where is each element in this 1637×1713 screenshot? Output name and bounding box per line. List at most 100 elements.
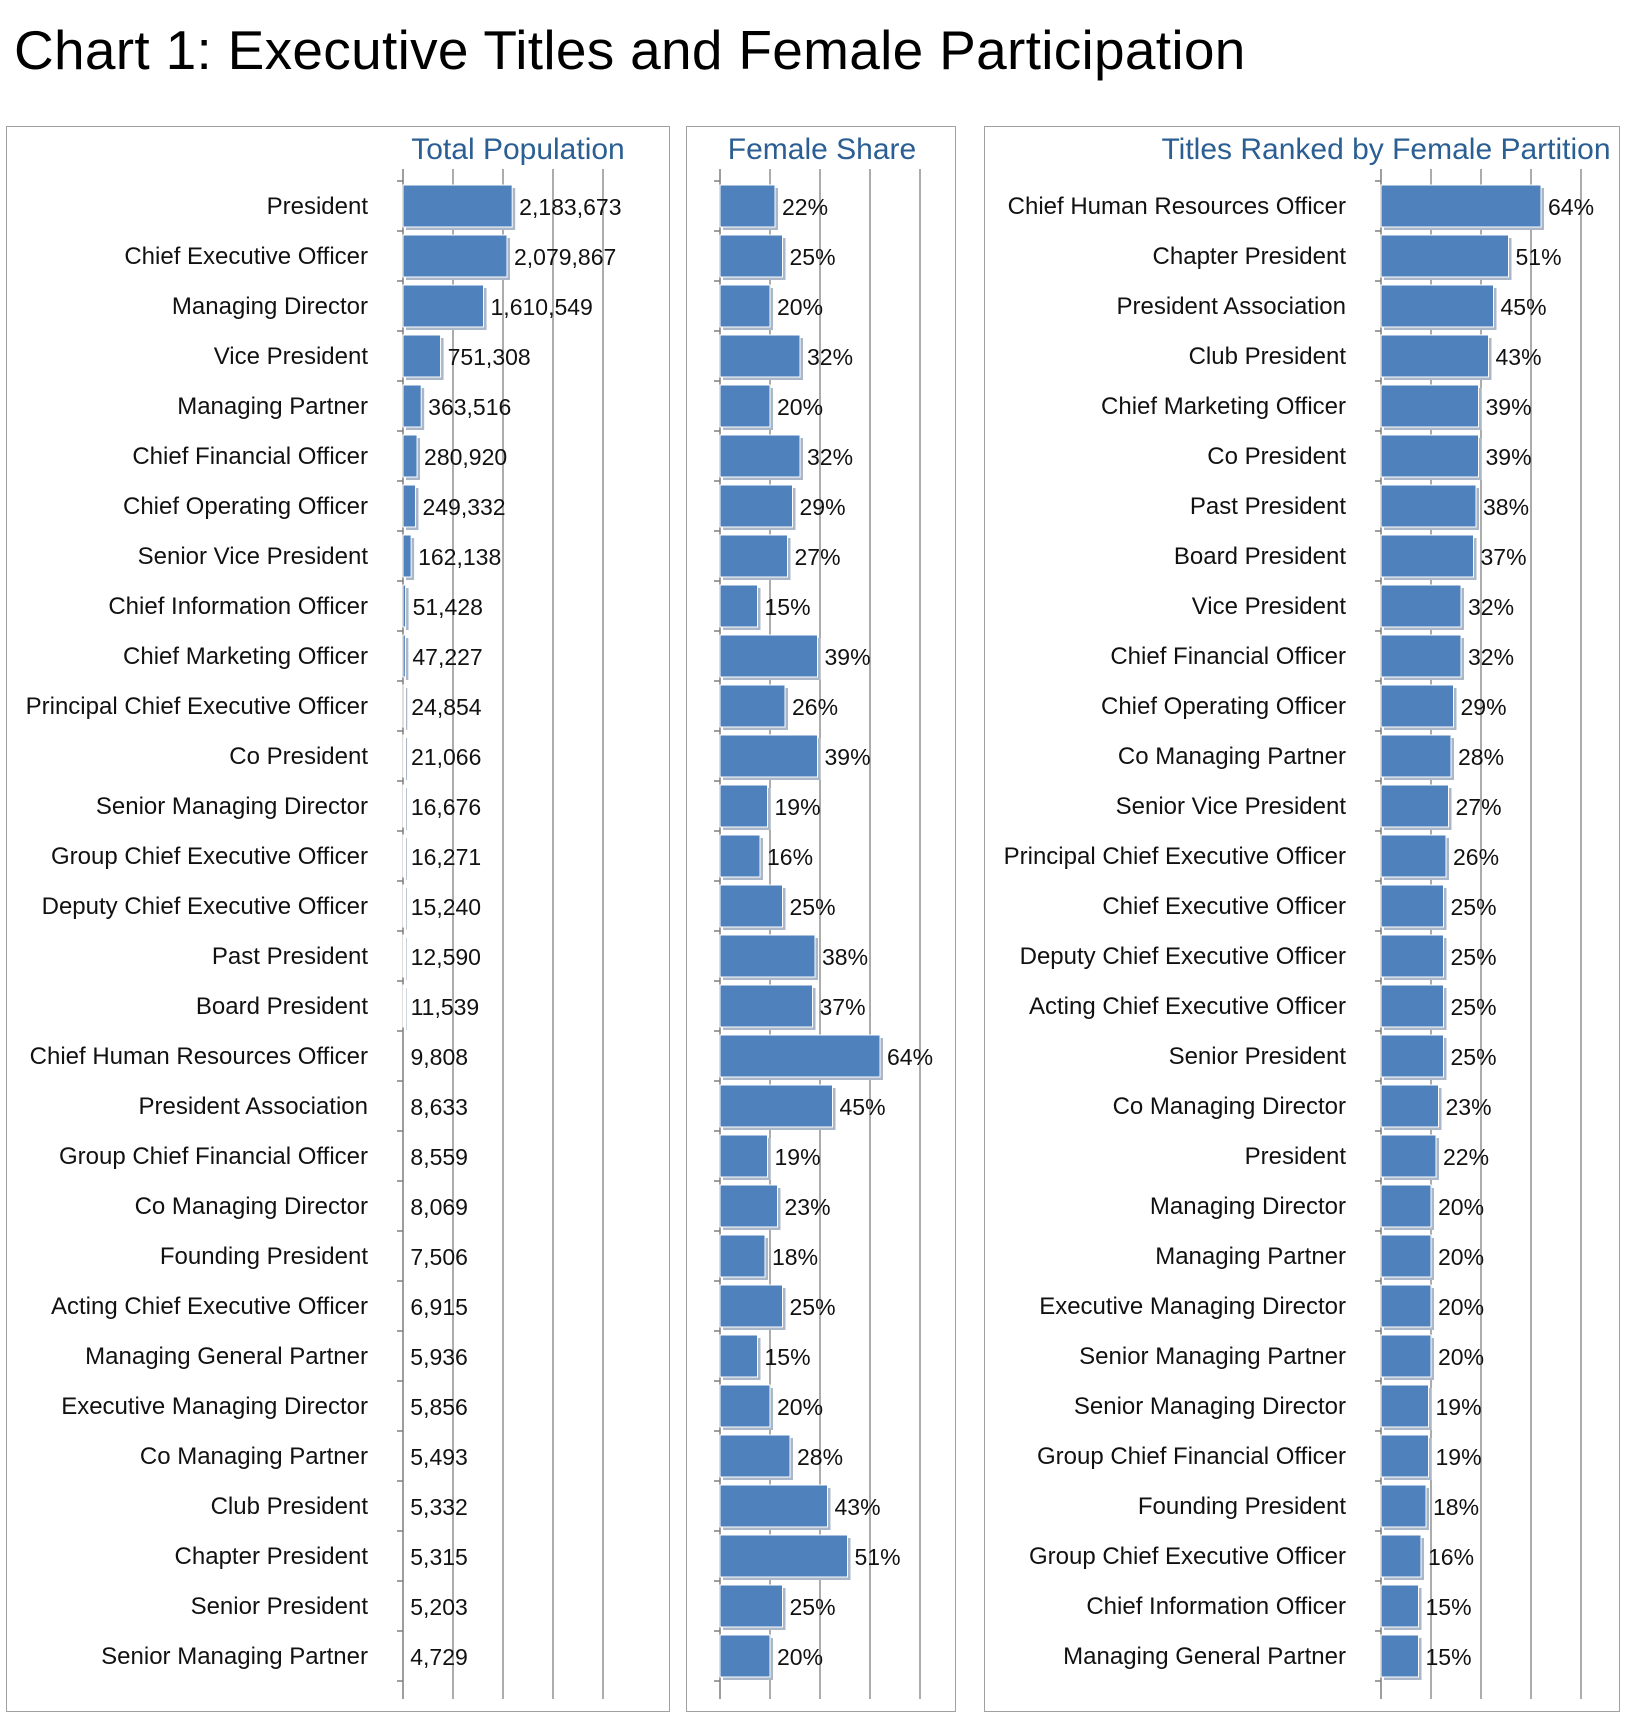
bar (1380, 1384, 1429, 1428)
category-label: Chief Marketing Officer (1101, 393, 1346, 420)
category-label: Co Managing Director (135, 1193, 368, 1220)
bar (1380, 1084, 1439, 1128)
data-label: 16% (1428, 1544, 1474, 1570)
bar (719, 1034, 881, 1078)
bar (719, 1484, 828, 1528)
bar (719, 1634, 771, 1678)
bar (402, 484, 416, 528)
category-label: Managing General Partner (85, 1343, 368, 1370)
bar (719, 1584, 783, 1628)
bar (1380, 1234, 1432, 1278)
category-label: Managing Director (1150, 1193, 1346, 1220)
data-label: 20% (1438, 1294, 1484, 1320)
data-label: 25% (790, 1594, 836, 1620)
category-label: Group Chief Financial Officer (1037, 1443, 1346, 1470)
bar (719, 234, 783, 278)
bar (719, 1384, 771, 1428)
data-label: 363,516 (428, 394, 511, 420)
category-label: Past President (212, 943, 368, 970)
data-label: 39% (825, 644, 871, 670)
bar-shadow (406, 738, 408, 780)
data-label: 12,590 (411, 944, 481, 970)
data-label: 15% (765, 594, 811, 620)
bar (402, 684, 405, 728)
data-label: 15,240 (411, 894, 481, 920)
data-label: 26% (792, 694, 838, 720)
bar (719, 584, 758, 628)
bar (719, 1184, 778, 1228)
category-label: Acting Chief Executive Officer (51, 1293, 368, 1320)
bar (719, 284, 771, 328)
data-label: 23% (1446, 1094, 1492, 1120)
bar-shadow (406, 638, 409, 680)
data-label: 43% (1496, 344, 1542, 370)
category-label: Chief Operating Officer (123, 493, 368, 520)
bar (719, 334, 801, 378)
data-label: 25% (1451, 944, 1497, 970)
data-label: 162,138 (418, 544, 501, 570)
data-label: 5,332 (410, 1494, 468, 1520)
bar (719, 934, 816, 978)
bar-shadow (406, 838, 407, 880)
bar-shadow (406, 888, 407, 930)
bar (1380, 684, 1454, 728)
data-label: 1,610,549 (491, 294, 593, 320)
bar (1380, 984, 1444, 1028)
bar-shadow (406, 938, 407, 980)
data-label: 6,915 (410, 1294, 468, 1320)
category-label: Senior Managing Partner (1079, 1343, 1346, 1370)
category-label: Senior Managing Partner (101, 1643, 368, 1670)
category-label: Deputy Chief Executive Officer (42, 893, 368, 920)
bar (1380, 1634, 1419, 1678)
data-label: 20% (1438, 1194, 1484, 1220)
data-label: 9,808 (410, 1044, 468, 1070)
bar (719, 684, 786, 728)
category-label: Managing Partner (1155, 1243, 1346, 1270)
data-label: 26% (1453, 844, 1499, 870)
data-label: 25% (1451, 894, 1497, 920)
bar (719, 884, 783, 928)
bar (1380, 734, 1452, 778)
category-label: Chief Financial Officer (1110, 643, 1346, 670)
bar (402, 234, 508, 278)
data-label: 64% (1548, 194, 1594, 220)
data-label: 5,856 (410, 1394, 468, 1420)
bar (1380, 784, 1449, 828)
category-label: Chief Human Resources Officer (1008, 193, 1346, 220)
data-label: 15% (1426, 1594, 1472, 1620)
category-label: Senior President (191, 1593, 369, 1620)
chart-female-share: Female Share 22% 25% 20% 32% 20% 32% 29% 27% 15% 3… (714, 133, 933, 1699)
data-label: 27% (1456, 794, 1502, 820)
data-label: 19% (1436, 1394, 1482, 1420)
data-label: 37% (1481, 544, 1527, 570)
panel-female-share: Female Share 22% 25% 20% 32% 20% 32% 29% 27% 15% 3… (686, 126, 956, 1712)
data-label: 280,920 (424, 444, 507, 470)
bar (1380, 434, 1479, 478)
category-label: Principal Chief Executive Officer (1004, 843, 1346, 870)
data-label: 18% (1433, 1494, 1479, 1520)
data-label: 51% (855, 1544, 901, 1570)
bar (1380, 584, 1462, 628)
category-label: Board President (1174, 543, 1346, 570)
data-label: 32% (807, 444, 853, 470)
bar (1380, 1284, 1432, 1328)
category-label: Executive Managing Director (61, 1393, 368, 1420)
bar (719, 734, 818, 778)
data-label: 25% (1451, 994, 1497, 1020)
category-label: Chapter President (175, 1543, 369, 1570)
data-label: 16,676 (411, 794, 481, 820)
category-label: Co Managing Partner (140, 1443, 368, 1470)
bar (1380, 184, 1542, 228)
data-label: 5,315 (410, 1544, 468, 1570)
bar (1380, 1034, 1444, 1078)
bar (719, 1134, 768, 1178)
bar-shadow (406, 588, 409, 630)
category-label: Chief Executive Officer (1102, 893, 1346, 920)
bar (719, 1334, 758, 1378)
data-label: 32% (1468, 594, 1514, 620)
bar (719, 434, 801, 478)
bar (719, 834, 761, 878)
data-label: 16% (767, 844, 813, 870)
category-label: Past President (1190, 493, 1346, 520)
bar (402, 534, 412, 578)
